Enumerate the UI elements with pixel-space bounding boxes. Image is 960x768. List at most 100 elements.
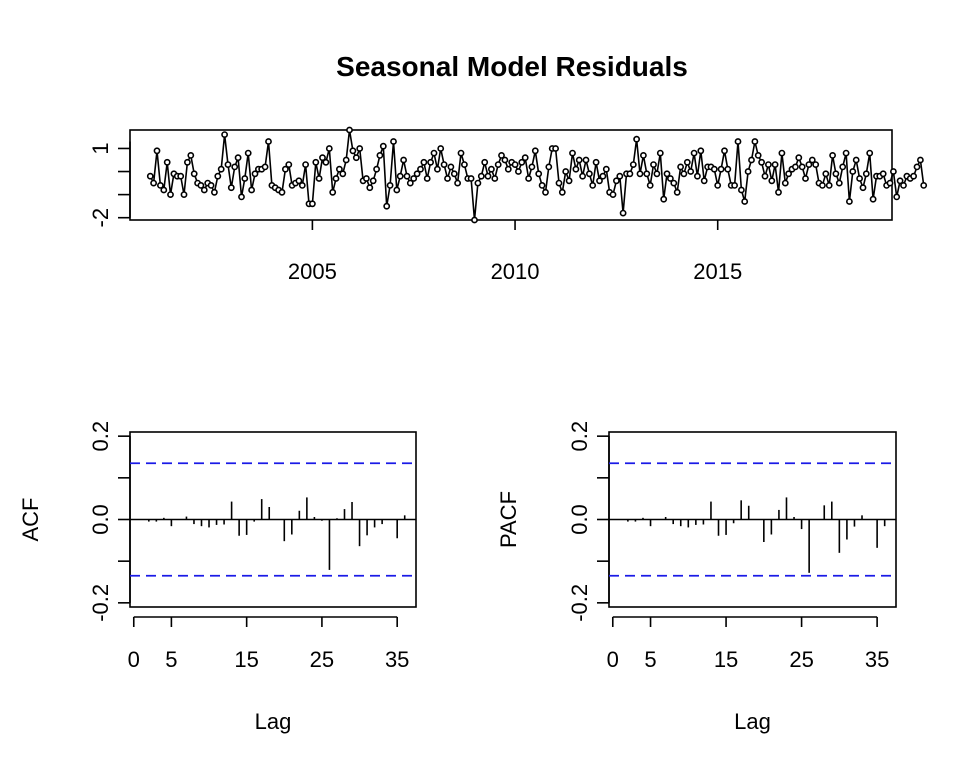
residual-point (569, 149, 576, 157)
residual-point (694, 172, 701, 180)
residual-point (582, 156, 590, 164)
residual-point (383, 202, 391, 210)
residual-point (633, 135, 640, 143)
x-tick-label: 2005 (288, 259, 337, 284)
pacf-panel: 0 5 15 25 35 -0.2 0.0 0.2 Lag PACF (496, 421, 897, 734)
residual-point (477, 172, 485, 180)
x-tick-label: 5 (644, 647, 656, 672)
residual-point (244, 149, 252, 157)
residual-point (518, 158, 526, 166)
residual-point (714, 181, 722, 189)
residual-point (471, 216, 478, 224)
y-tick-label: 0.2 (88, 421, 113, 452)
residual-point (650, 161, 657, 168)
residual-point (376, 151, 384, 159)
residual-point (673, 188, 681, 196)
residual-point (221, 131, 228, 138)
residual-point (302, 161, 309, 168)
residual-point (396, 172, 404, 180)
residual-point (146, 172, 154, 180)
residual-point (825, 181, 833, 189)
residual-point (822, 170, 830, 178)
residual-point (329, 188, 337, 196)
residual-point (393, 186, 401, 194)
residual-point (460, 161, 468, 168)
residual-point (731, 181, 738, 189)
residual-point (362, 175, 370, 182)
residual-point (795, 154, 803, 162)
residual-point (778, 149, 786, 157)
residual-point (531, 147, 539, 155)
residual-point (180, 191, 188, 198)
residual-point (856, 175, 863, 182)
residual-point (498, 151, 505, 159)
residual-point (572, 165, 580, 173)
residual-point (910, 172, 917, 180)
residual-point (775, 188, 782, 196)
residual-point (525, 175, 532, 182)
y-tick-label: 0.2 (567, 421, 592, 452)
plot-frame (129, 129, 893, 221)
residual-point (322, 158, 330, 166)
residual-point (670, 179, 678, 187)
residual-point (183, 158, 191, 166)
residual-point (197, 181, 205, 189)
residual-point (802, 175, 809, 182)
x-tick-label: 35 (385, 647, 409, 672)
residual-point (619, 209, 627, 217)
residual-point (555, 179, 563, 187)
residual-point (433, 165, 441, 173)
residual-point (400, 156, 407, 164)
residual-point (687, 168, 695, 175)
residual-point (751, 138, 759, 145)
residual-point (356, 145, 364, 152)
residual-point (913, 163, 921, 171)
residual-point (700, 177, 708, 185)
residual-point (785, 170, 792, 178)
residual-point (754, 151, 762, 159)
residual-point (153, 147, 161, 155)
residual-point (717, 165, 725, 173)
y-tick-label: -0.2 (567, 584, 592, 622)
residual-point (589, 181, 597, 189)
residual-point (440, 161, 448, 168)
residual-point (768, 177, 776, 185)
residual-point (575, 156, 583, 164)
x-tick-label: 25 (789, 647, 813, 672)
residual-point (771, 161, 779, 168)
residual-point (862, 170, 870, 178)
residual-point (535, 170, 543, 178)
residual-point (406, 179, 414, 187)
residual-point (798, 163, 806, 171)
residual-point (295, 177, 303, 185)
residual-point (781, 179, 789, 187)
residual-point (812, 161, 820, 168)
residual-point (315, 175, 323, 182)
residual-point (238, 193, 245, 201)
residual-point (646, 181, 654, 189)
residual-point (278, 188, 286, 196)
residual-point (552, 145, 559, 152)
residual-point (349, 147, 357, 155)
residual-point (187, 151, 195, 159)
residual-point (690, 149, 698, 157)
residual-point (210, 188, 218, 196)
residual-point (251, 170, 259, 178)
residual-point (890, 168, 897, 175)
residual-point (866, 149, 874, 157)
residual-point (765, 161, 772, 168)
residual-point (386, 181, 394, 189)
residual-point (214, 172, 222, 180)
x-tick-label: 2015 (693, 259, 742, 284)
residual-point (227, 184, 235, 192)
residual-point (521, 154, 529, 162)
residual-point (626, 170, 634, 178)
residual-point (447, 163, 455, 171)
residual-point (190, 170, 198, 178)
residual-point (265, 138, 272, 145)
residual-point (558, 188, 566, 196)
residual-point (920, 181, 928, 189)
residual-point (332, 175, 340, 182)
residual-point (859, 184, 867, 192)
residual-point (808, 156, 816, 164)
